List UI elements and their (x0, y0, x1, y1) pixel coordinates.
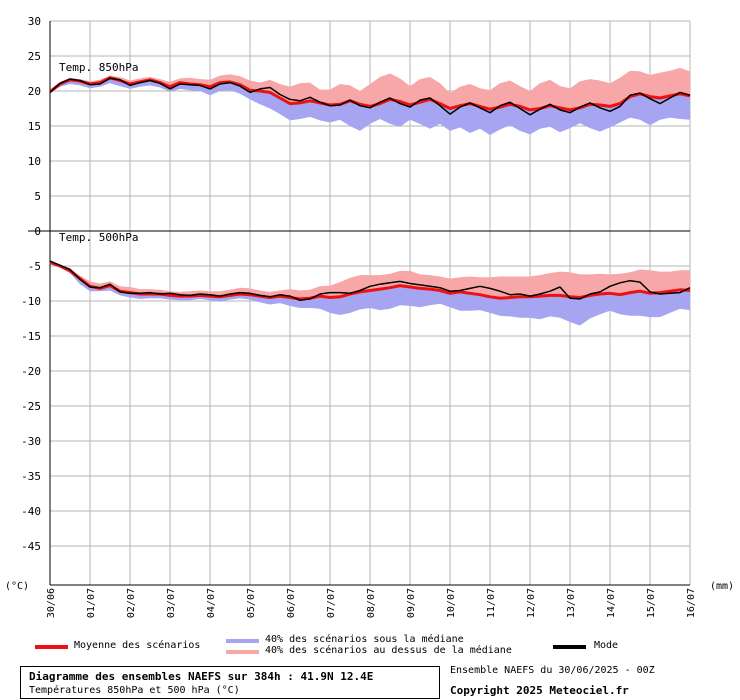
y-tick-label: -20 (21, 365, 41, 378)
x-tick-label: 07/07 (326, 588, 337, 618)
y-tick-label: 5 (34, 190, 41, 203)
legend-mode-swatch (553, 645, 586, 649)
x-tick-label: 30/06 (46, 588, 57, 618)
x-tick-label: 10/07 (446, 588, 457, 618)
legend-mean-label: Moyenne des scénarios (74, 640, 201, 651)
x-tick-label: 12/07 (526, 588, 537, 618)
x-tick-label: 09/07 (406, 588, 417, 618)
x-tick-label: 03/07 (166, 588, 177, 618)
run-info: Ensemble NAEFS du 30/06/2025 - 00Z (450, 665, 655, 676)
upper-band-0 (50, 67, 690, 110)
x-tick-label: 01/07 (86, 588, 97, 618)
x-tick-label: 08/07 (366, 588, 377, 618)
x-tick-label: 02/07 (126, 588, 137, 618)
x-tick-label: 13/07 (566, 588, 577, 618)
legend-mean-swatch (35, 645, 68, 649)
legend-lower-swatch (226, 639, 259, 643)
x-tick-label: 16/07 (686, 588, 697, 618)
y-tick-label: 15 (28, 120, 41, 133)
x-tick-label: 06/07 (286, 588, 297, 618)
y-tick-label: -5 (28, 260, 41, 273)
mode-line-0 (49, 77, 691, 116)
upper-band-1 (50, 261, 690, 299)
legend-upper-label: 40% des scénarios au dessus de la médian… (265, 645, 512, 656)
legend-mode-label: Mode (594, 640, 619, 651)
chart-subtitle: Températures 850hPa et 500 hPa (°C) (29, 685, 240, 696)
right-unit-label: (mm) (710, 581, 734, 592)
y-tick-label: -45 (21, 540, 41, 553)
lower-band-1 (50, 262, 690, 326)
chart-title: Diagramme des ensembles NAEFS sur 384h :… (29, 670, 374, 683)
y-tick-label: -15 (21, 330, 41, 343)
legend-lower-label: 40% des scénarios sous la médiane (265, 634, 464, 645)
x-tick-label: 11/07 (486, 588, 497, 618)
title-box: Diagramme des ensembles NAEFS sur 384h :… (20, 666, 440, 699)
y-tick-label: -10 (21, 295, 41, 308)
x-tick-label: 14/07 (606, 588, 617, 618)
mode-line-1 (49, 260, 691, 302)
legend-upper-swatch (226, 650, 259, 654)
panel-label: Temp. 850hPa (59, 61, 138, 74)
y-tick-label: 30 (28, 15, 41, 28)
x-tick-label: 04/07 (206, 588, 217, 618)
copyright: Copyright 2025 Meteociel.fr (450, 684, 629, 697)
x-tick-label: 15/07 (646, 588, 657, 618)
x-tick-label: 05/07 (246, 588, 257, 618)
y-unit-label: (°C) (5, 581, 29, 592)
y-tick-label: 20 (28, 85, 41, 98)
y-tick-label: -35 (21, 470, 41, 483)
y-tick-label: 25 (28, 50, 41, 63)
y-tick-label: -30 (21, 435, 41, 448)
panel-label: Temp. 500hPa (59, 231, 138, 244)
y-tick-label: -40 (21, 505, 41, 518)
y-tick-label: -25 (21, 400, 41, 413)
y-tick-label: 10 (28, 155, 41, 168)
